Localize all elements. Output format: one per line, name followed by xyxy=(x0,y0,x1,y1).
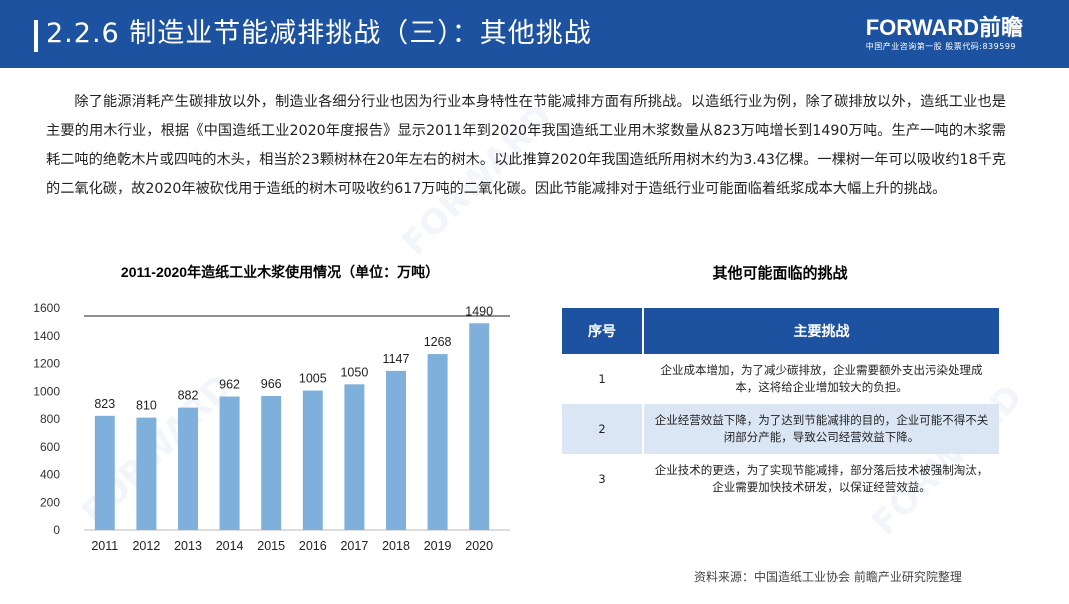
row-challenge: 企业技术的更迭，为了实现节能减排，部分落后技术被强制淘汰，企业需要加快技术研发，… xyxy=(654,463,989,494)
table-title: 其他可能面临的挑战 xyxy=(712,265,848,282)
y-tick-label: 1200 xyxy=(33,357,60,371)
column-header-challenge: 主要挑战 xyxy=(643,308,999,354)
data-label: 1147 xyxy=(383,352,410,366)
bar xyxy=(344,384,365,530)
row-challenge: 企业成本增加，为了减少碳排放，企业需要额外支出污染处理成本，这将给企业增加较大的… xyxy=(660,363,983,394)
x-tick-label: 2016 xyxy=(299,539,327,553)
y-tick-label: 1000 xyxy=(33,384,60,398)
bar xyxy=(94,415,115,530)
bar xyxy=(219,396,240,530)
title-accent-bar xyxy=(34,20,38,52)
table-row: 3 企业技术的更迭，为了实现节能减排，部分落后技术被强制淘汰，企业需要加快技术研… xyxy=(562,454,999,504)
bar xyxy=(302,390,323,530)
data-label: 810 xyxy=(136,399,157,413)
y-tick-label: 1400 xyxy=(33,329,60,343)
page-title: 2.2.6 制造业节能减排挑战（三）：其他挑战 xyxy=(46,18,592,49)
bar xyxy=(469,323,490,530)
data-label: 1005 xyxy=(299,372,327,386)
table-row: 1 企业成本增加，为了减少碳排放，企业需要额外支出污染处理成本，这将给企业增加较… xyxy=(562,354,999,404)
challenges-table: 序号 主要挑战 1 企业成本增加，为了减少碳排放，企业需要额外支出污染处理成本，… xyxy=(562,308,999,504)
x-tick-label: 2019 xyxy=(424,539,452,553)
y-tick-label: 600 xyxy=(40,440,60,454)
bar xyxy=(136,417,157,530)
row-number: 3 xyxy=(562,454,644,504)
x-tick-label: 2017 xyxy=(340,539,368,553)
row-number: 2 xyxy=(562,404,644,454)
data-label: 966 xyxy=(261,377,282,391)
y-tick-label: 1600 xyxy=(33,301,60,315)
header-banner: 2.2.6 制造业节能减排挑战（三）：其他挑战 FORWARD前瞻 中国产业咨询… xyxy=(0,0,1069,68)
x-tick-label: 2012 xyxy=(132,539,160,553)
intro-paragraph: 除了能源消耗产生碳排放以外，制造业各细分行业也因为行业本身特性在节能减排方面有所… xyxy=(46,94,1006,197)
y-tick-label: 200 xyxy=(40,495,60,509)
bar xyxy=(427,354,448,530)
bar xyxy=(178,407,198,530)
y-tick-label: 800 xyxy=(40,412,60,426)
data-label: 1490 xyxy=(465,304,493,318)
bar xyxy=(386,370,406,530)
data-label: 1050 xyxy=(340,365,368,379)
data-label: 823 xyxy=(94,397,115,411)
x-tick-label: 2020 xyxy=(465,539,493,553)
column-header-number: 序号 xyxy=(562,308,644,354)
bar-chart: 0 200 400 600 800 1000 1200 1400 1600 823 2011 810 2… xyxy=(33,301,510,553)
row-challenge: 企业经营效益下降，为了达到节能减排的目的，企业可能不得不关闭部分产能，导致公司经… xyxy=(643,404,999,454)
y-tick-label: 400 xyxy=(40,468,60,482)
data-label: 1268 xyxy=(424,335,452,349)
forward-logo: FORWARD前瞻 中国产业咨询第一股 股票代码:839599 xyxy=(866,17,1023,53)
chart-title: 2011-2020年造纸工业木浆使用情况（单位：万吨） xyxy=(120,264,440,280)
x-tick-label: 2014 xyxy=(216,539,244,553)
data-label: 882 xyxy=(178,389,199,403)
row-number: 1 xyxy=(562,354,644,404)
table-row: 2 企业经营效益下降，为了达到节能减排的目的，企业可能不得不关闭部分产能，导致公… xyxy=(562,404,999,454)
y-tick-label: 0 xyxy=(53,523,60,537)
logo-subtitle: 中国产业咨询第一股 股票代码:839599 xyxy=(865,42,1017,51)
source-note: 资料来源：中国造纸工业协会 前瞻产业研究院整理 xyxy=(694,570,962,584)
x-tick-label: 2015 xyxy=(257,539,285,553)
logo-brand: FORWARD前瞻 xyxy=(865,15,1023,40)
x-tick-label: 2018 xyxy=(382,539,410,553)
x-tick-label: 2011 xyxy=(91,539,118,553)
x-tick-label: 2013 xyxy=(174,539,202,553)
data-label: 962 xyxy=(219,378,240,392)
bar xyxy=(261,395,282,530)
